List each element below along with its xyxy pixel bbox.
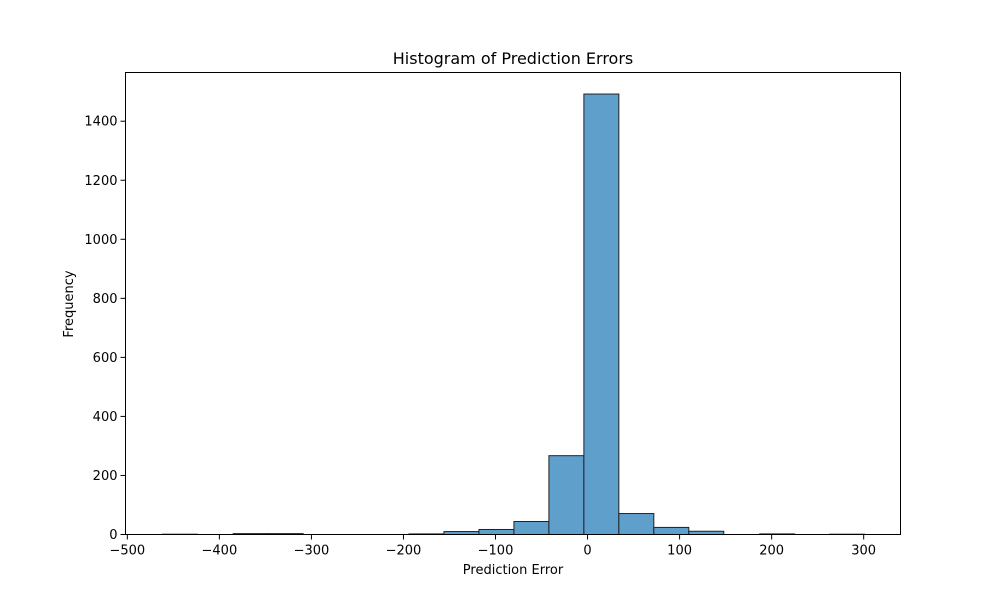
x-tick-label: −400 (202, 544, 238, 559)
histogram-bar (653, 526, 690, 536)
bars-group (161, 93, 866, 536)
x-axis: −500 −400 −300 −200 −100 0 100 200 300 (109, 534, 876, 559)
x-tick-label: 0 (583, 544, 591, 559)
x-tick-label: −300 (294, 544, 330, 559)
x-tick-label: 300 (851, 544, 876, 559)
histogram-bar (618, 513, 655, 536)
y-axis: 0 200 400 600 800 1000 1200 1400 (84, 115, 126, 543)
y-tick-label: 0 (109, 528, 117, 543)
x-tick-label: −100 (478, 544, 514, 559)
chart-title: Histogram of Prediction Errors (393, 49, 634, 68)
y-tick-label: 800 (93, 292, 118, 307)
histogram-bar (583, 93, 620, 535)
y-tick-label: 200 (93, 469, 118, 484)
y-tick-label: 1200 (84, 174, 117, 189)
y-tick-label: 1000 (84, 233, 117, 248)
x-tick-label: 100 (667, 544, 692, 559)
x-axis-label: Prediction Error (463, 563, 564, 578)
y-tick-label: 400 (93, 410, 118, 425)
plot-frame (125, 72, 901, 535)
histogram-bar (513, 521, 550, 536)
y-tick-label: 1400 (84, 115, 117, 130)
y-axis-label: Frequency (62, 270, 77, 337)
histogram-bar (548, 455, 585, 536)
y-tick-label: 600 (93, 351, 118, 366)
x-tick-label: −500 (109, 544, 145, 559)
x-tick-label: −200 (386, 544, 422, 559)
histogram-bar (478, 528, 515, 535)
x-tick-label: 200 (759, 544, 784, 559)
